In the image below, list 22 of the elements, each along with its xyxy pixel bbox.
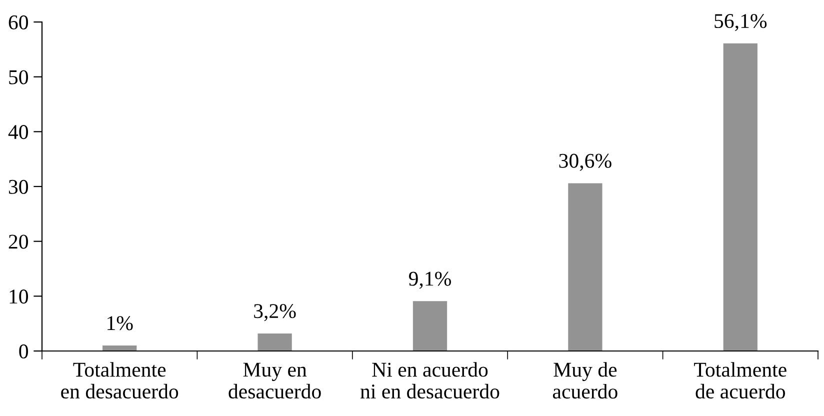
y-tick-label: 60 bbox=[8, 15, 28, 30]
bar bbox=[723, 43, 758, 351]
bar bbox=[568, 183, 602, 351]
y-tick-label: 30 bbox=[8, 180, 28, 194]
bar bbox=[102, 346, 137, 351]
data-label: 3,2% bbox=[254, 304, 296, 322]
data-label: 30,6% bbox=[559, 154, 612, 171]
y-tick-label: 0 bbox=[19, 344, 28, 358]
x-tick-label: Muy de acuerdo bbox=[552, 362, 618, 399]
x-tick-label: Muy en desacuerdo bbox=[228, 362, 321, 399]
x-tick-label: Ni en acuerdo ni en desacuerdo bbox=[360, 362, 500, 399]
y-tick-label: 50 bbox=[9, 70, 28, 84]
data-label: 1% bbox=[108, 316, 133, 330]
x-tick-label: Totalmente de acuerdo bbox=[694, 362, 786, 399]
bar bbox=[258, 333, 292, 351]
y-tick-label: 40 bbox=[8, 125, 28, 140]
y-tick-label: 20 bbox=[8, 234, 28, 249]
x-tick-label: Totalmente en desacuerdo bbox=[61, 362, 178, 399]
y-tick-label: 10 bbox=[10, 290, 28, 304]
data-label: 56,1% bbox=[714, 14, 767, 32]
data-label: 9,1% bbox=[408, 272, 451, 289]
bar bbox=[412, 301, 448, 351]
